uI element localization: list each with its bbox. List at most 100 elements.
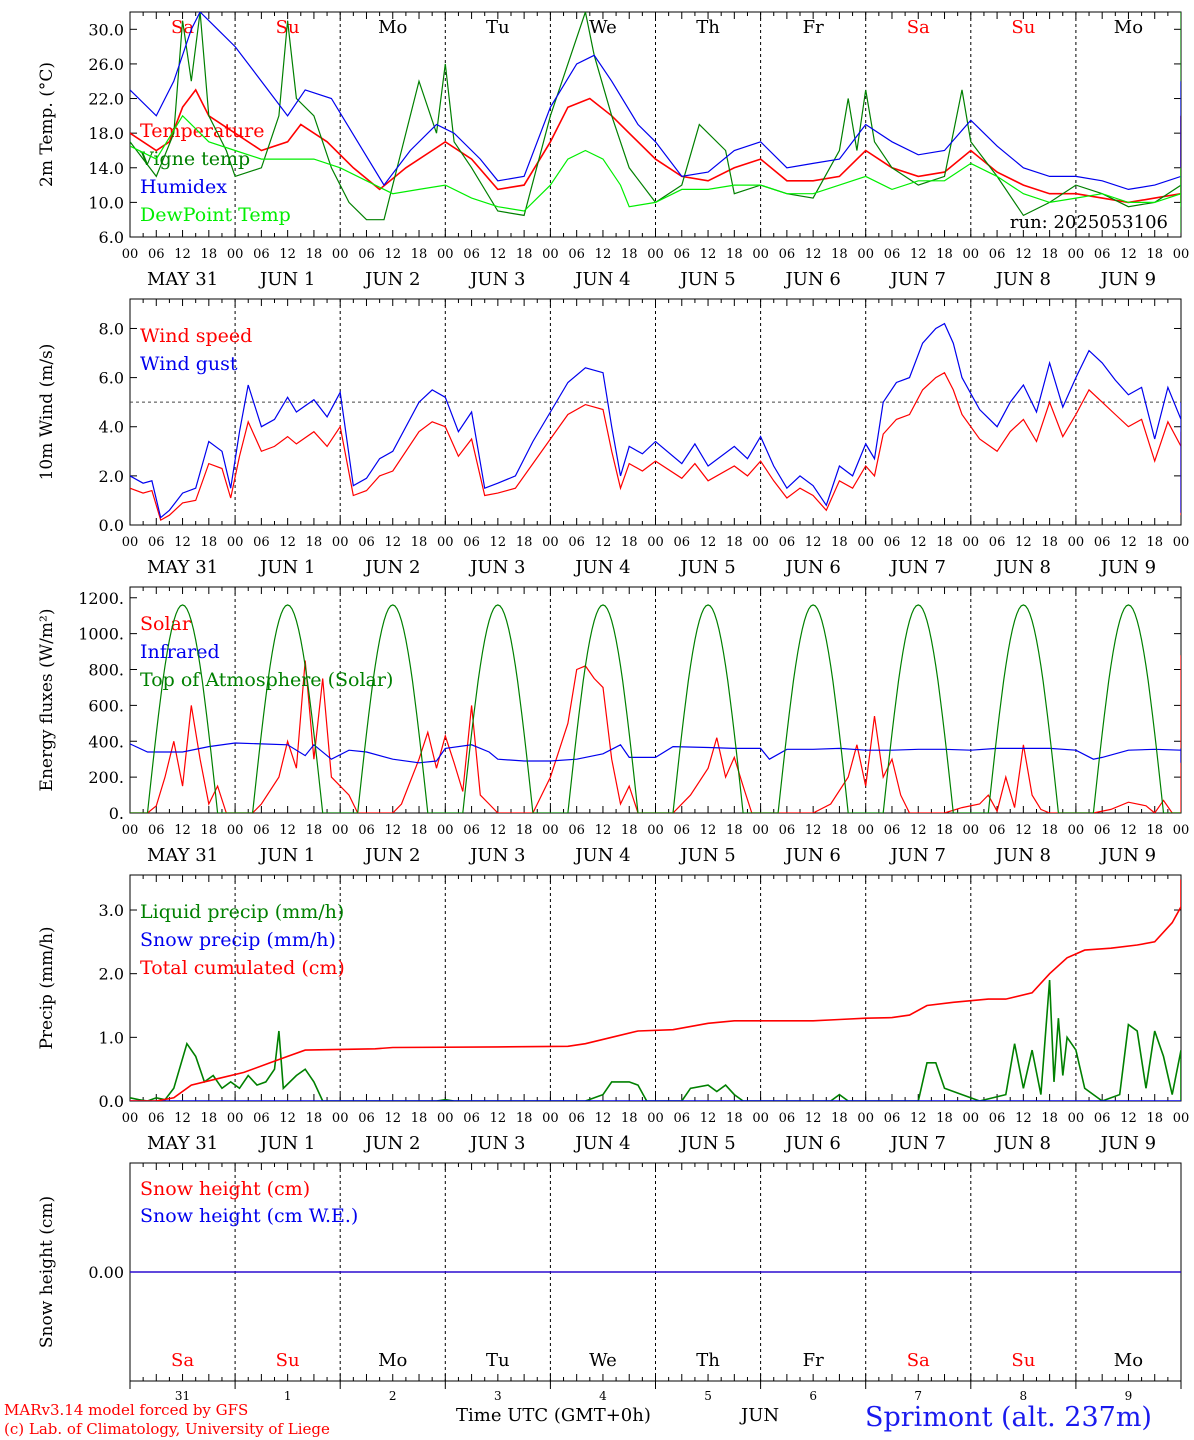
hour-tick-label: 12 (1015, 247, 1032, 262)
hour-tick-label: 06 (884, 1111, 901, 1126)
hour-tick-label: 00 (752, 823, 769, 838)
y-tick-label: 2.0 (99, 467, 124, 486)
y-tick-label: 0.00 (88, 1263, 124, 1282)
hour-tick-label: 18 (201, 823, 218, 838)
date-label: JUN 6 (783, 1133, 840, 1154)
y-tick-label: 0. (109, 804, 124, 823)
hour-tick-label: 18 (516, 535, 533, 550)
hour-tick-label: 12 (805, 247, 822, 262)
date-label: JUN 6 (783, 269, 840, 290)
hour-tick-label: 06 (674, 1111, 691, 1126)
hour-tick-label: 18 (306, 247, 323, 262)
y-tick-label: 18.0 (88, 124, 124, 143)
y-tick-label: 1000. (78, 625, 124, 644)
y-tick-label: 6.0 (99, 369, 124, 388)
y-tick-label: 400. (88, 732, 124, 751)
legend-entry: Snow height (cm W.E.) (140, 1205, 358, 1227)
hour-tick-label: 06 (568, 1111, 585, 1126)
date-label: JUN 6 (783, 845, 840, 866)
hour-tick-label: 00 (332, 823, 349, 838)
date-label: JUN 4 (573, 845, 630, 866)
weekday-label: Sa (907, 1350, 930, 1371)
hour-tick-label: 18 (726, 1111, 743, 1126)
hour-tick-label: 00 (122, 823, 139, 838)
hour-tick-label: 06 (463, 823, 480, 838)
hour-tick-label: 18 (621, 1111, 638, 1126)
hour-tick-label: 00 (227, 247, 244, 262)
hour-tick-label: 12 (805, 823, 822, 838)
hour-tick-label: 06 (674, 535, 691, 550)
hour-tick-label: 00 (227, 535, 244, 550)
run-annotation: run: 2025053106 (1010, 212, 1168, 233)
hour-tick-label: 06 (568, 535, 585, 550)
hour-tick-label: 18 (306, 535, 323, 550)
hour-tick-label: 18 (936, 1111, 953, 1126)
series-line (130, 12, 1181, 203)
date-label: JUN 2 (363, 557, 420, 578)
weekday-label: Fr (803, 17, 824, 38)
hour-tick-label: 06 (884, 247, 901, 262)
hour-tick-label: 00 (542, 823, 559, 838)
hour-tick-label: 18 (516, 823, 533, 838)
day-number-label: 5 (704, 1389, 712, 1403)
date-label: JUN 4 (573, 557, 630, 578)
hour-tick-label: 18 (1146, 247, 1163, 262)
hour-tick-label: 18 (936, 247, 953, 262)
hour-tick-label: 12 (595, 823, 612, 838)
hour-tick-label: 18 (201, 535, 218, 550)
y-tick-label: 30.0 (88, 20, 124, 39)
date-label: JUN 2 (363, 845, 420, 866)
hour-tick-label: 00 (437, 247, 454, 262)
hour-tick-label: 06 (674, 823, 691, 838)
date-label: JUN 3 (468, 845, 525, 866)
hour-tick-label: 00 (963, 535, 980, 550)
hour-tick-label: 12 (910, 1111, 927, 1126)
legend-entry: Snow precip (mm/h) (140, 929, 336, 951)
hour-tick-label: 00 (1068, 535, 1085, 550)
y-tick-label: 8.0 (99, 319, 124, 338)
weekday-label: Su (1011, 1350, 1035, 1371)
date-label: JUN 4 (573, 1133, 630, 1154)
hour-tick-label: 12 (384, 1111, 401, 1126)
date-label: JUN 1 (258, 845, 315, 866)
hour-tick-label: 12 (279, 247, 296, 262)
hour-tick-label: 18 (831, 247, 848, 262)
series-line (130, 114, 1181, 212)
weekday-label: Th (696, 1350, 720, 1371)
legend-entry: Wind gust (140, 353, 238, 375)
hour-tick-label: 12 (595, 247, 612, 262)
month-label: JUN (741, 1405, 780, 1426)
hour-tick-label: 06 (1094, 247, 1111, 262)
hour-tick-label: 12 (384, 535, 401, 550)
hour-tick-label: 00 (647, 1111, 664, 1126)
hour-tick-label: 18 (1041, 535, 1058, 550)
hour-tick-label: 00 (1068, 1111, 1085, 1126)
legend-entry: Infrared (140, 641, 220, 663)
model-credit: MARv3.14 model forced by GFS (4, 1401, 249, 1419)
hour-tick-label: 18 (726, 247, 743, 262)
hour-tick-label: 18 (201, 247, 218, 262)
legend-entry: Temperature (140, 120, 264, 142)
hour-tick-label: 06 (1094, 823, 1111, 838)
hour-tick-label: 06 (358, 247, 375, 262)
y-tick-label: 3.0 (99, 901, 124, 920)
hour-tick-label: 06 (568, 823, 585, 838)
date-label: JUN 2 (363, 269, 420, 290)
hour-tick-label: 06 (253, 535, 270, 550)
hour-tick-label: 12 (1015, 823, 1032, 838)
hour-tick-label: 00 (1068, 247, 1085, 262)
legend-entry: Humidex (140, 176, 227, 198)
y-tick-label: 800. (88, 661, 124, 680)
weekday-label: Th (696, 17, 720, 38)
hour-tick-label: 06 (989, 1111, 1006, 1126)
date-label: JUN 6 (783, 557, 840, 578)
hour-tick-label: 12 (174, 535, 191, 550)
hour-tick-label: 00 (542, 535, 559, 550)
hour-tick-label: 00 (122, 535, 139, 550)
hour-tick-label: 12 (1015, 535, 1032, 550)
y-tick-label: 200. (88, 768, 124, 787)
date-label: JUN 7 (889, 845, 946, 866)
hour-tick-label: 12 (700, 1111, 717, 1126)
hour-tick-label: 12 (490, 535, 507, 550)
